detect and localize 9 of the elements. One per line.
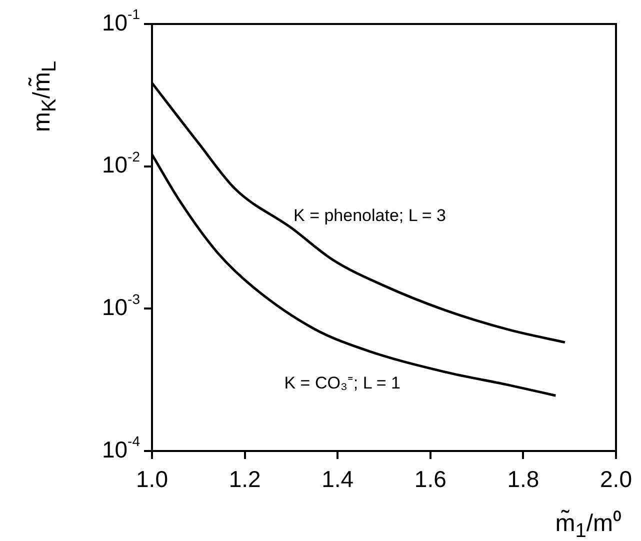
x-tick-label: 1.6 (414, 466, 446, 492)
x-tick-label: 1.8 (507, 466, 540, 492)
x-tick-label: 1.2 (228, 466, 261, 492)
x-tick-label: 2.0 (600, 466, 632, 492)
x-tick-label: 1.4 (322, 466, 354, 492)
annotation: K = phenolate; L = 3 (294, 206, 446, 225)
x-tick-label: 1.0 (136, 466, 168, 492)
annotation: K = CO₃⁼; L = 1 (284, 374, 400, 393)
x-axis-title: m̃$_{1}$/m⁰ (555, 508, 621, 541)
